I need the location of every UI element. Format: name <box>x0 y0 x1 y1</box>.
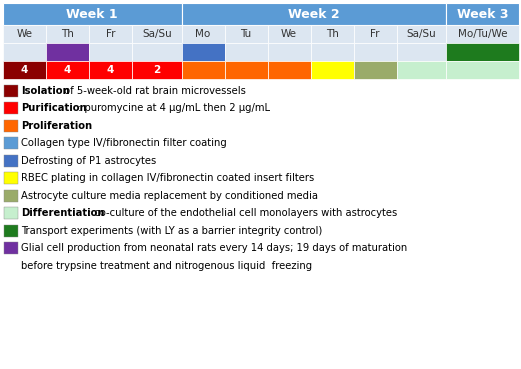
Text: Astrocyte culture media replacement by conditioned media: Astrocyte culture media replacement by c… <box>21 191 318 201</box>
Bar <box>182 43 225 61</box>
Bar <box>311 61 354 79</box>
Text: Mo/Tu/We: Mo/Tu/We <box>458 29 507 39</box>
Text: RBEC plating in collagen IV/fibronectin coated insert filters: RBEC plating in collagen IV/fibronectin … <box>21 173 314 183</box>
Bar <box>3 25 46 43</box>
Bar <box>311 25 354 43</box>
Text: Transport experiments (with LY as a barrier integrity control): Transport experiments (with LY as a barr… <box>21 226 322 236</box>
Bar <box>4 242 18 254</box>
Bar <box>4 172 18 184</box>
Text: Week 2: Week 2 <box>288 7 340 21</box>
Text: Mo: Mo <box>195 29 210 39</box>
Bar <box>4 137 18 149</box>
Text: before trypsine treatment and nitrogenous liquid  freezing: before trypsine treatment and nitrogenou… <box>21 261 312 271</box>
Bar <box>396 25 446 43</box>
Bar <box>4 190 18 202</box>
Text: 4: 4 <box>107 65 114 75</box>
Bar <box>3 61 46 79</box>
Bar <box>4 102 18 114</box>
Bar <box>4 225 18 237</box>
Text: Differentiation: Differentiation <box>21 208 105 218</box>
Text: Proliferation: Proliferation <box>21 121 92 131</box>
Bar <box>396 61 446 79</box>
Bar <box>268 43 311 61</box>
Text: Sa/Su: Sa/Su <box>142 29 172 39</box>
Bar <box>132 61 182 79</box>
Text: 2: 2 <box>153 65 160 75</box>
Bar <box>225 43 268 61</box>
Bar <box>4 85 18 97</box>
Text: Th: Th <box>61 29 74 39</box>
Text: Purification: Purification <box>21 103 86 113</box>
Bar <box>268 25 311 43</box>
Text: Defrosting of P1 astrocytes: Defrosting of P1 astrocytes <box>21 156 156 166</box>
Text: 4: 4 <box>64 65 71 75</box>
Text: Fr: Fr <box>106 29 115 39</box>
Bar <box>446 25 519 43</box>
Bar <box>446 61 519 79</box>
Text: We: We <box>281 29 297 39</box>
Bar <box>4 155 18 167</box>
Bar <box>89 25 132 43</box>
Text: Th: Th <box>326 29 339 39</box>
Bar <box>182 3 446 25</box>
Bar <box>46 43 89 61</box>
Bar <box>225 61 268 79</box>
Bar <box>354 61 396 79</box>
Bar <box>354 25 396 43</box>
Text: Glial cell production from neonatal rats every 14 days; 19 days of maturation: Glial cell production from neonatal rats… <box>21 243 407 253</box>
Text: Isolation: Isolation <box>21 86 70 96</box>
Text: Tu: Tu <box>241 29 252 39</box>
Text: Week 3: Week 3 <box>457 7 508 21</box>
Bar <box>46 25 89 43</box>
Bar <box>132 25 182 43</box>
Bar <box>132 43 182 61</box>
Bar <box>446 3 519 25</box>
Bar <box>182 25 225 43</box>
Bar <box>396 43 446 61</box>
Bar <box>268 61 311 79</box>
Text: : co-culture of the endothelial cell monolayers with astrocytes: : co-culture of the endothelial cell mon… <box>88 208 397 218</box>
Bar <box>446 43 519 61</box>
Bar <box>225 25 268 43</box>
Text: Fr: Fr <box>370 29 380 39</box>
Bar <box>3 43 46 61</box>
Text: We: We <box>17 29 32 39</box>
Text: of 5-week-old rat brain microvessels: of 5-week-old rat brain microvessels <box>61 86 246 96</box>
Bar <box>3 3 182 25</box>
Bar <box>311 43 354 61</box>
Text: Week 1: Week 1 <box>67 7 118 21</box>
Bar <box>89 43 132 61</box>
Bar <box>46 61 89 79</box>
Bar <box>182 61 225 79</box>
Text: Sa/Su: Sa/Su <box>406 29 436 39</box>
Bar <box>4 207 18 219</box>
Text: : puromycine at 4 μg/mL then 2 μg/mL: : puromycine at 4 μg/mL then 2 μg/mL <box>75 103 269 113</box>
Text: 4: 4 <box>21 65 28 75</box>
Bar <box>354 43 396 61</box>
Text: Collagen type IV/fibronectin filter coating: Collagen type IV/fibronectin filter coat… <box>21 138 227 148</box>
Bar <box>89 61 132 79</box>
Bar <box>4 120 18 132</box>
